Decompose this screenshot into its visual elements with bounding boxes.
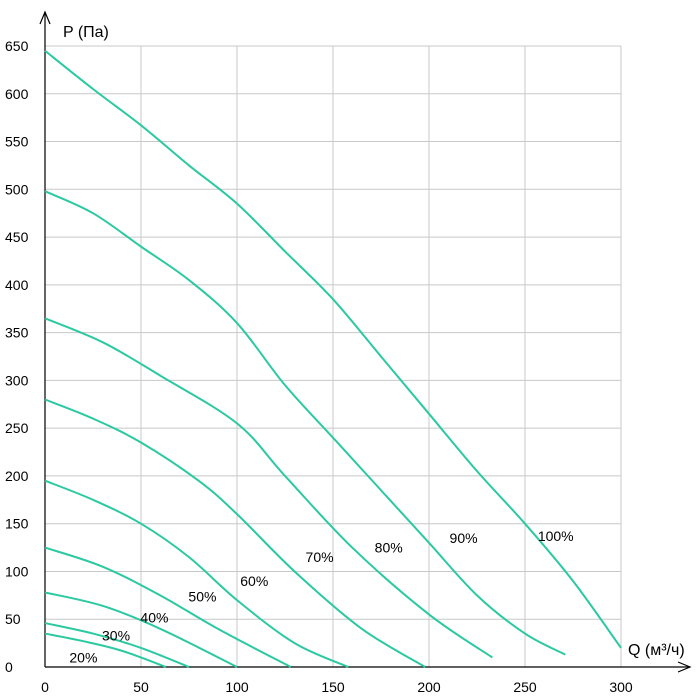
curves <box>44 49 622 668</box>
y-tick-label: 50 <box>5 611 21 627</box>
curve-label-30pct: 30% <box>102 627 130 643</box>
y-axis-arrow <box>39 10 51 25</box>
tick-labels: 0 50 100 150 200 250 300 350 400 450 500 550 600 650 0… <box>5 38 633 695</box>
curve-label-20pct: 20% <box>69 649 97 665</box>
y-tick-label: 500 <box>5 181 29 197</box>
curve-30pct <box>44 622 190 668</box>
curve-label-70pct: 70% <box>306 549 334 565</box>
curve-20pct <box>44 632 167 668</box>
curve-label-80pct: 80% <box>375 540 403 556</box>
curve-label-40pct: 40% <box>140 609 168 625</box>
curve-labels: 20% 30% 40% 50% 60% 70% 80% 90% 100% <box>69 528 573 665</box>
y-tick-label: 250 <box>5 420 29 436</box>
y-tick-label: 550 <box>5 134 29 150</box>
y-tick-label: 450 <box>5 229 29 245</box>
curve-label-50pct: 50% <box>188 588 216 604</box>
curve-70pct <box>44 398 426 668</box>
x-tick-label: 0 <box>41 679 49 695</box>
x-tick-label: 150 <box>321 679 345 695</box>
x-tick-label: 300 <box>609 679 633 695</box>
x-tick-label: 50 <box>133 679 149 695</box>
x-axis-arrow <box>677 661 692 673</box>
curve-100pct <box>44 49 622 649</box>
axes <box>39 10 692 673</box>
curve-label-90pct: 90% <box>450 530 478 546</box>
y-tick-label: 0 <box>5 659 13 675</box>
y-tick-label: 350 <box>5 325 29 341</box>
y-tick-label: 400 <box>5 277 29 293</box>
curve-label-100pct: 100% <box>538 528 574 544</box>
y-tick-label: 200 <box>5 468 29 484</box>
y-axis-label: P (Па) <box>63 24 109 41</box>
x-tick-label: 250 <box>513 679 537 695</box>
y-tick-label: 300 <box>5 372 29 388</box>
y-tick-label: 150 <box>5 516 29 532</box>
curve-label-60pct: 60% <box>240 573 268 589</box>
y-tick-label: 600 <box>5 86 29 102</box>
curve-80pct <box>44 317 493 659</box>
curve-50pct <box>44 546 292 668</box>
curve-60pct <box>44 479 349 668</box>
y-tick-label: 650 <box>5 38 29 54</box>
curve-40pct <box>44 591 238 668</box>
x-tick-label: 100 <box>225 679 249 695</box>
grid <box>45 45 622 667</box>
x-tick-label: 200 <box>417 679 441 695</box>
curve-90pct <box>44 190 566 656</box>
y-tick-label: 100 <box>5 563 29 579</box>
x-axis-label: Q (м³/ч) <box>628 642 685 659</box>
